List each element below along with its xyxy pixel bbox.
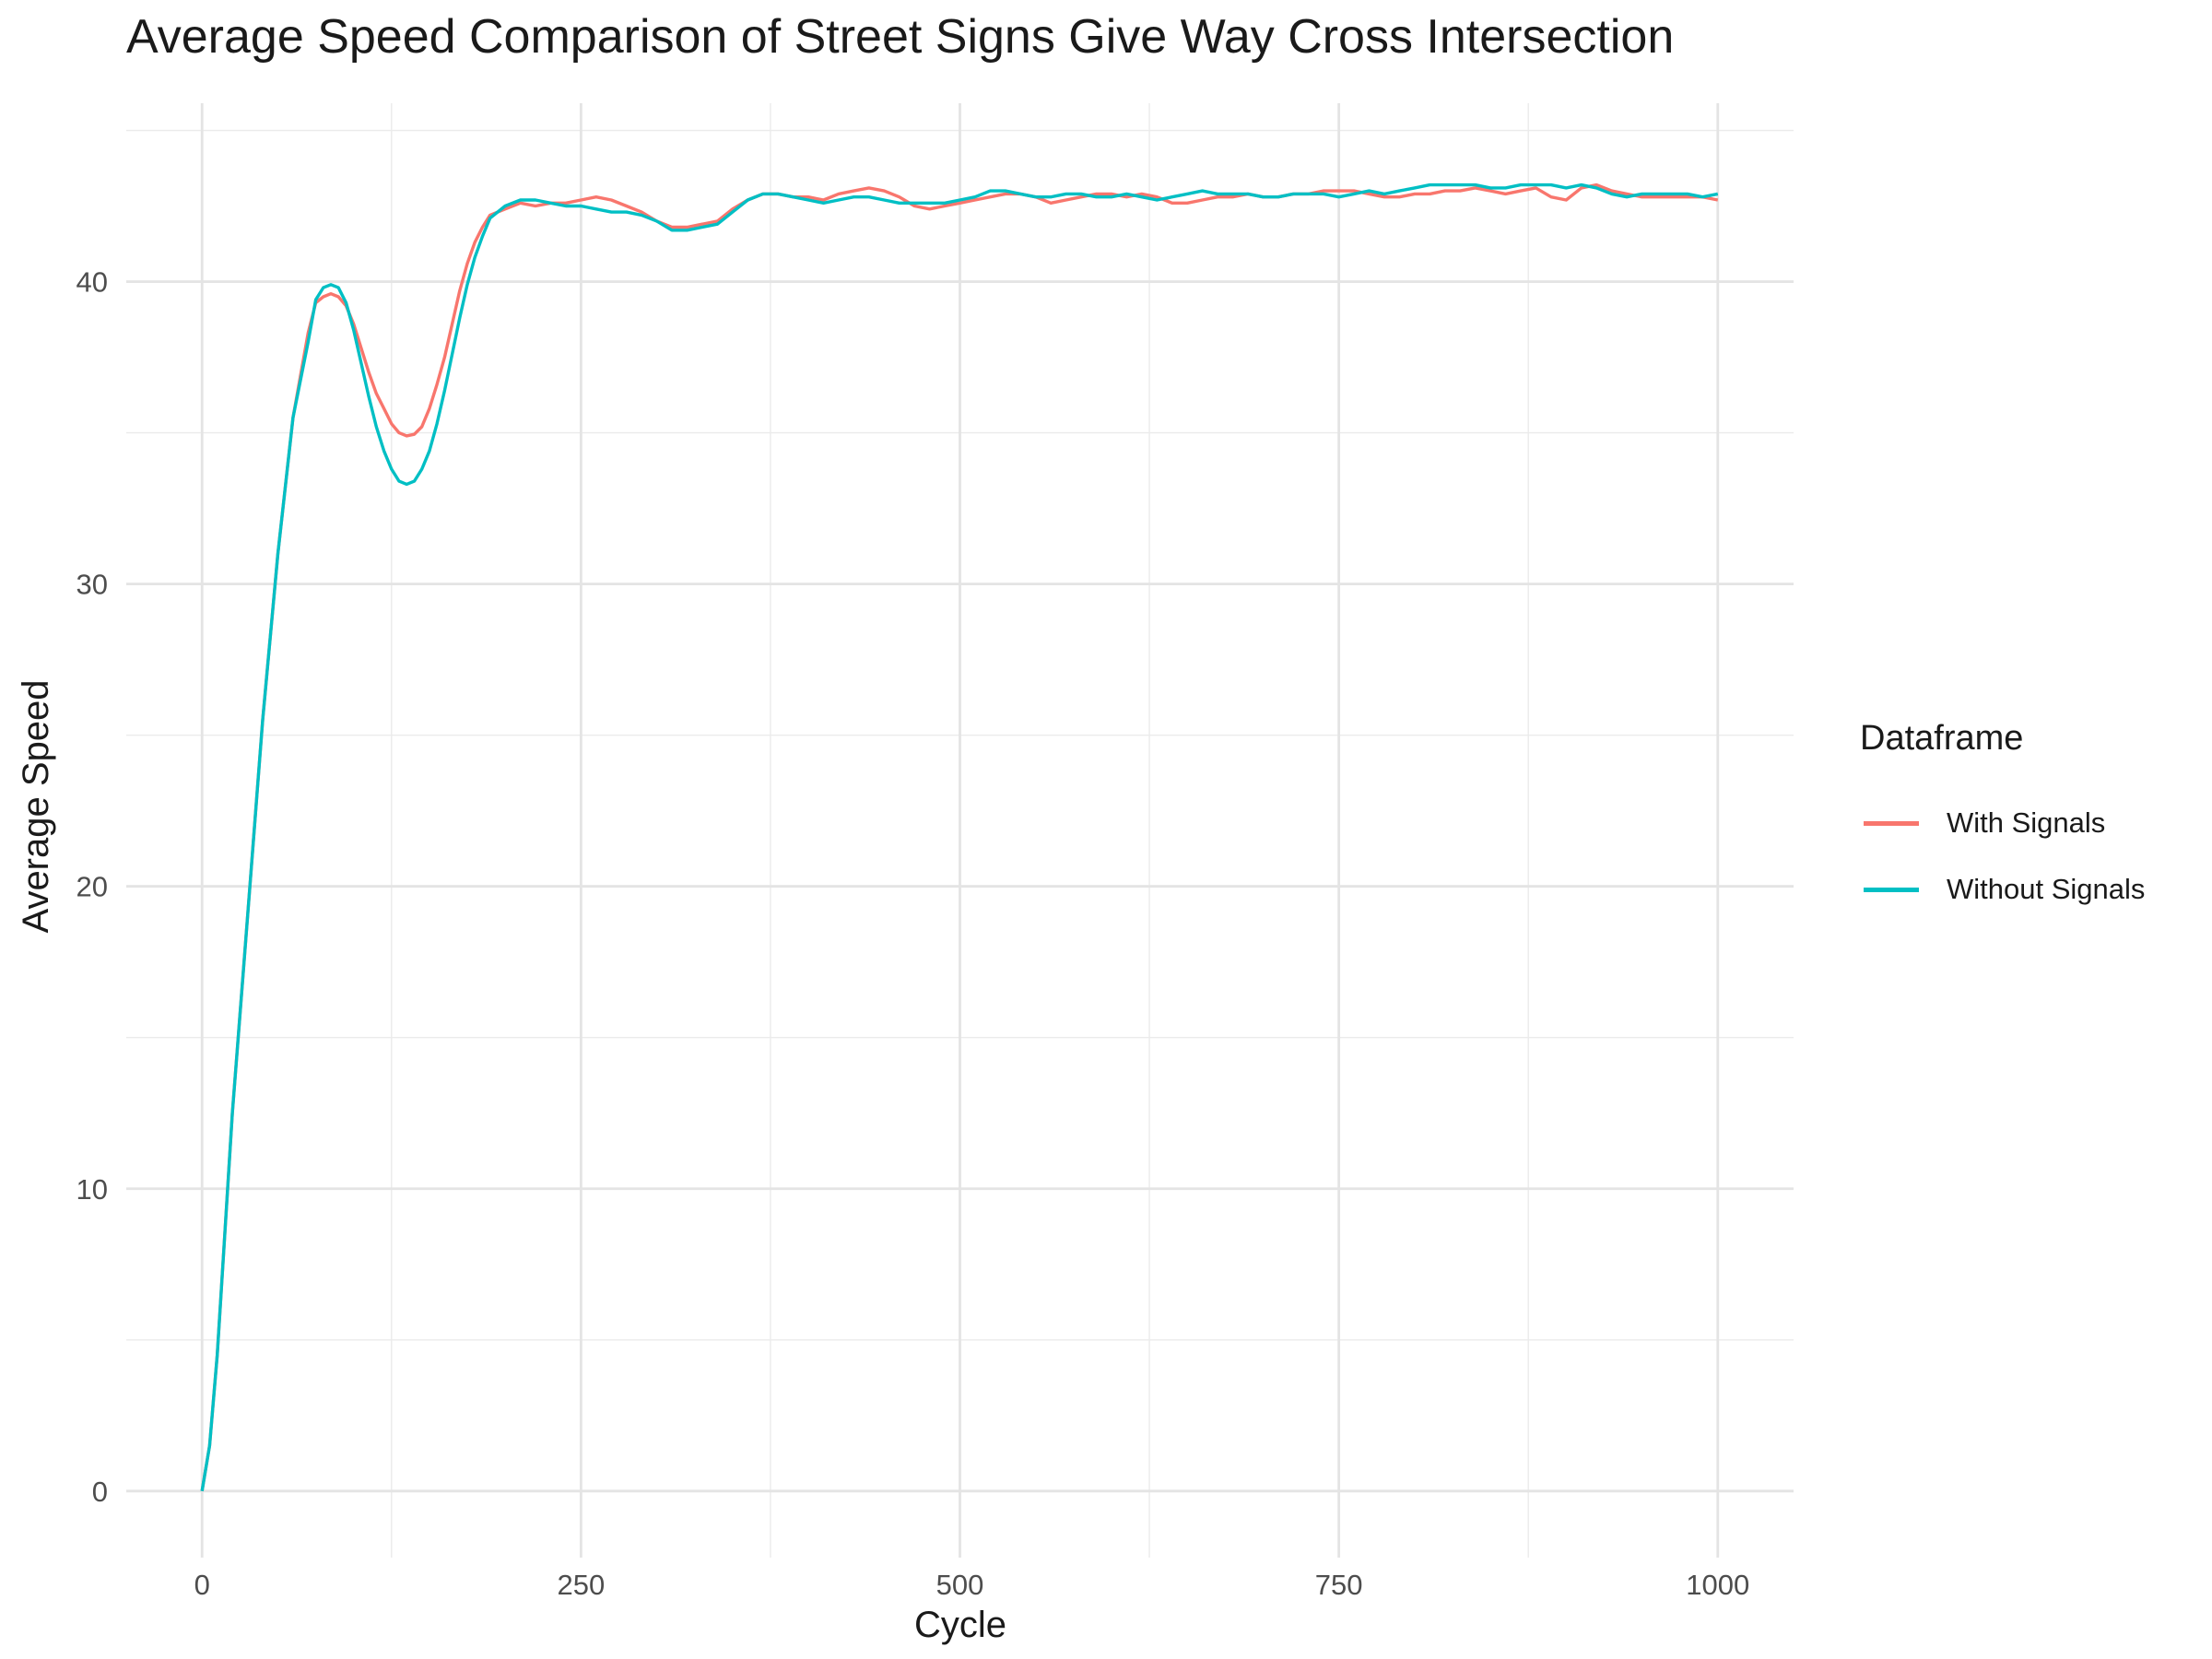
y-tick-label: 10 [76, 1173, 108, 1206]
x-axis-label: Cycle [914, 1605, 1006, 1645]
x-tick-label: 500 [936, 1569, 984, 1601]
x-tick-label: 250 [557, 1569, 605, 1601]
legend-key-without-signals [1864, 887, 1919, 892]
chart-title: Average Speed Comparison of Street Signs… [126, 10, 1675, 64]
legend-item-without-signals: Without Signals [1860, 856, 2145, 923]
series-lines [200, 182, 1719, 1492]
legend-item-with-signals: With Signals [1860, 790, 2145, 856]
y-tick-label: 0 [92, 1476, 108, 1508]
legend-title: Dataframe [1860, 719, 2024, 758]
x-tick-label: 1000 [1686, 1569, 1749, 1601]
y-tick-label: 20 [76, 871, 108, 903]
legend: Dataframe With Signals Without Signals [1860, 719, 2145, 923]
tick-labels: 0 250 500 750 1000 0 10 20 30 40 [76, 266, 1750, 1601]
y-tick-label: 40 [76, 266, 108, 299]
series-line-without-signals [200, 182, 1719, 1492]
legend-label-without-signals: Without Signals [1947, 873, 2146, 905]
y-axis-label: Average Speed [16, 679, 56, 933]
major-gridlines [126, 103, 1794, 1558]
legend-key-with-signals [1864, 820, 1919, 826]
legend-label-with-signals: With Signals [1947, 806, 2106, 839]
y-tick-label: 30 [76, 569, 108, 601]
series-line-with-signals [200, 182, 1719, 1492]
x-tick-label: 750 [1315, 1569, 1363, 1601]
x-tick-label: 0 [194, 1569, 210, 1601]
